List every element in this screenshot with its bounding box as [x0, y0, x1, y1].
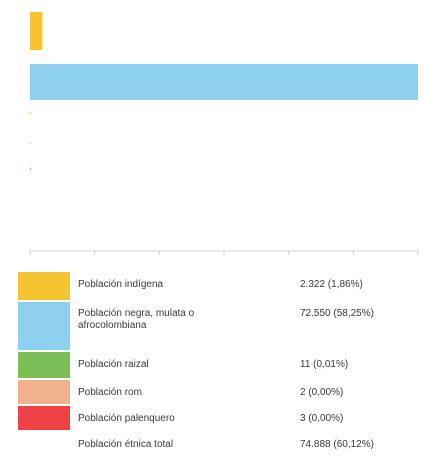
- x-axis-ticks: [29, 251, 419, 255]
- legend-swatch: [18, 380, 70, 404]
- legend-value: 74.888 (60,12%): [300, 439, 374, 450]
- bar-1: [30, 64, 418, 100]
- legend-label: Población raizal: [78, 359, 149, 370]
- legend-label: Población étnica total: [78, 439, 174, 450]
- legend-value: 11 (0,01%): [300, 359, 349, 370]
- bar-chart: [29, 12, 419, 255]
- legend-row: Población raizal 11 (0,01%): [18, 352, 422, 378]
- legend-row: Población indígena 2.322 (1,86%): [18, 272, 422, 300]
- bars-group: [30, 12, 418, 170]
- legend-label: Población palenquero: [78, 413, 175, 424]
- legend-label: Población negra, mulata o afrocolombiana: [78, 308, 195, 331]
- legend-row: Población palenquero 3 (0,00%): [18, 406, 422, 430]
- legend-swatch: [18, 352, 70, 378]
- bar-0: [30, 12, 43, 50]
- bar-4: [30, 168, 31, 170]
- legend-row: Población étnica total 74.888 (60,12%): [18, 432, 422, 452]
- legend-value: 2 (0,00%): [300, 387, 344, 398]
- legend-value: 3 (0,00%): [300, 413, 344, 424]
- legend-value: 2.322 (1,86%): [300, 279, 363, 290]
- legend-swatch: [18, 302, 70, 350]
- legend-value: 72.550 (58,25%): [300, 308, 374, 319]
- bar-3: [30, 142, 31, 144]
- legend-label: Población rom: [78, 387, 142, 398]
- legend-swatch: [18, 406, 70, 430]
- legend-label: Población indígena: [78, 279, 164, 290]
- legend-row: Población negra, mulata o afrocolombiana…: [18, 302, 422, 350]
- legend-swatch: [18, 272, 70, 300]
- bar-2: [30, 112, 31, 114]
- legend-row: Población rom 2 (0,00%): [18, 380, 422, 404]
